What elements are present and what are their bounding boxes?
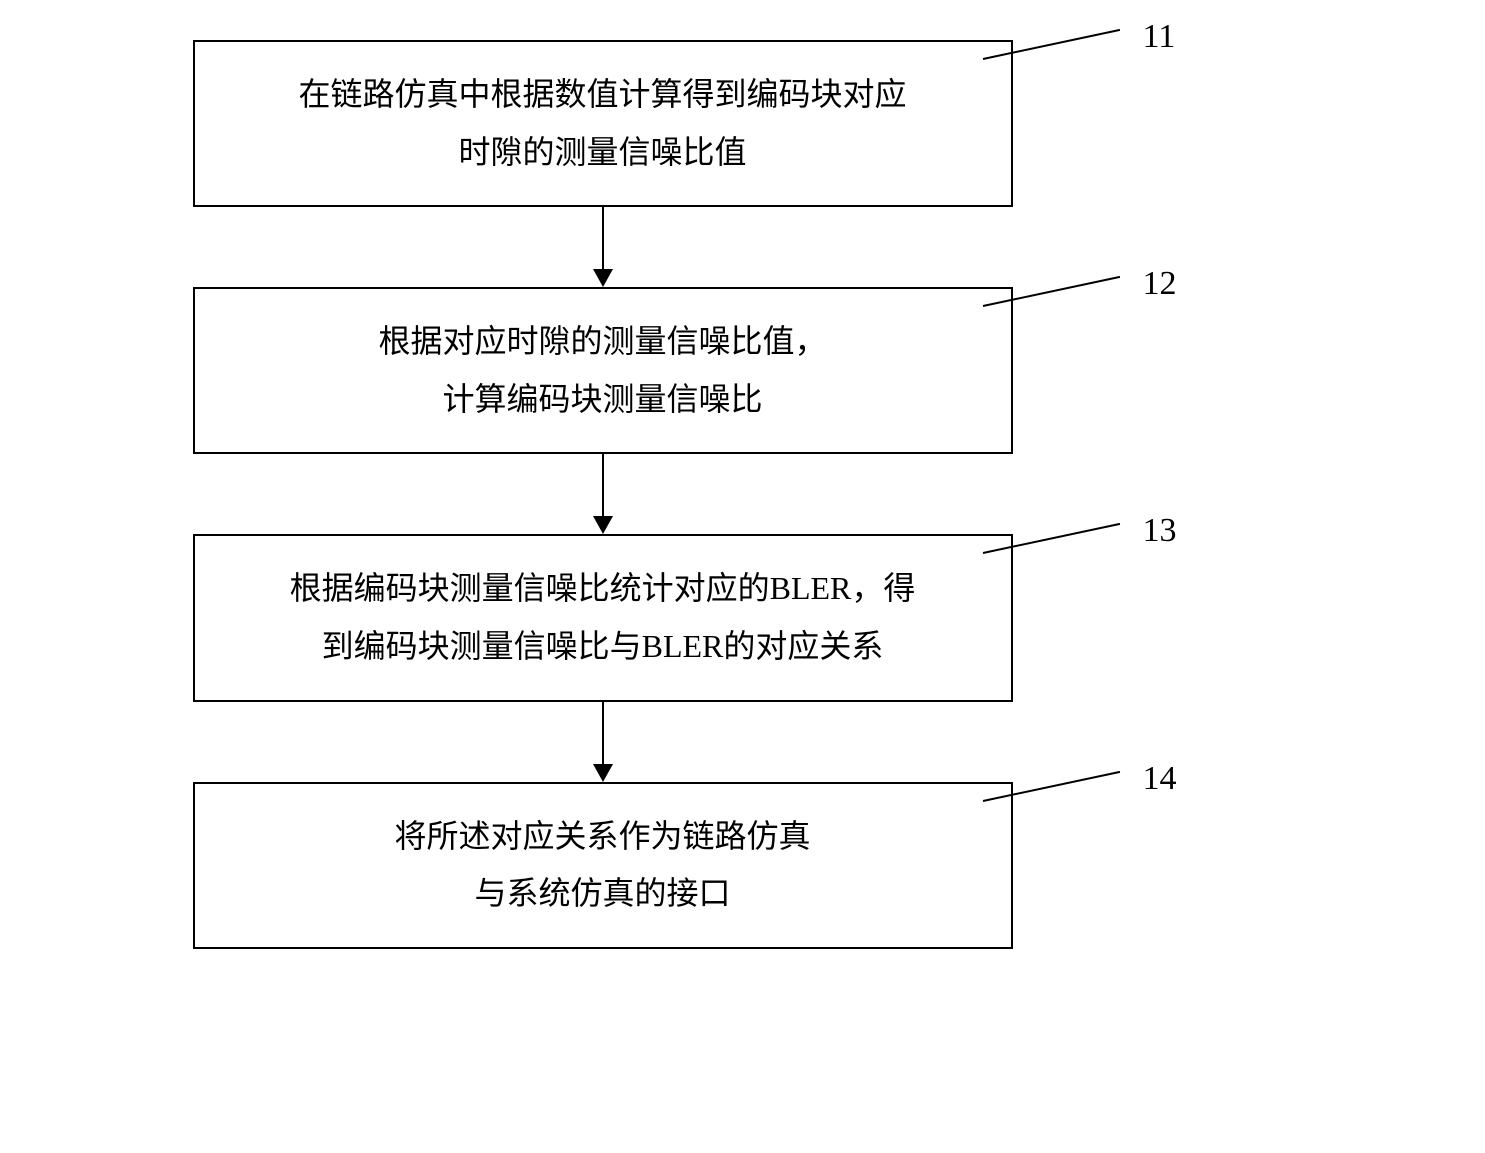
node-label-12: 12 xyxy=(1143,265,1177,303)
flowchart-node-13: 根据编码块测量信噪比统计对应的BLER，得 到编码块测量信噪比与BLER的对应关… xyxy=(193,534,1013,701)
flowchart-arrow xyxy=(193,454,1013,534)
node-text-line: 计算编码块测量信噪比 xyxy=(235,371,971,429)
node-text-line: 时隙的测量信噪比值 xyxy=(235,124,971,182)
node-text-line: 将所述对应关系作为链路仿真 xyxy=(235,808,971,866)
node-label-14: 14 xyxy=(1143,760,1177,798)
arrow-head-icon xyxy=(593,269,613,287)
node-text-line: 与系统仿真的接口 xyxy=(235,865,971,923)
flowchart-row: 根据编码块测量信噪比统计对应的BLER，得 到编码块测量信噪比与BLER的对应关… xyxy=(193,534,1293,701)
flowchart-node-11: 在链路仿真中根据数值计算得到编码块对应 时隙的测量信噪比值 xyxy=(193,40,1013,207)
node-text-line: 到编码块测量信噪比与BLER的对应关系 xyxy=(235,618,971,676)
node-text-line: 在链路仿真中根据数值计算得到编码块对应 xyxy=(235,66,971,124)
flowchart-node-12: 根据对应时隙的测量信噪比值， 计算编码块测量信噪比 xyxy=(193,287,1013,454)
arrow-line xyxy=(602,207,604,272)
flowchart-arrow xyxy=(193,207,1013,287)
arrow-head-icon xyxy=(593,516,613,534)
flowchart-row: 根据对应时隙的测量信噪比值， 计算编码块测量信噪比 12 xyxy=(193,287,1293,454)
node-text-line: 根据编码块测量信噪比统计对应的BLER，得 xyxy=(235,560,971,618)
node-label-11: 11 xyxy=(1143,18,1176,56)
flowchart-row: 在链路仿真中根据数值计算得到编码块对应 时隙的测量信噪比值 11 xyxy=(193,40,1293,207)
arrow-line xyxy=(602,702,604,767)
arrow-head-icon xyxy=(593,764,613,782)
flowchart-row: 将所述对应关系作为链路仿真 与系统仿真的接口 14 xyxy=(193,782,1293,949)
flowchart-container: 在链路仿真中根据数值计算得到编码块对应 时隙的测量信噪比值 11 根据对应时隙的… xyxy=(193,40,1293,949)
arrow-line xyxy=(602,454,604,519)
node-label-13: 13 xyxy=(1143,512,1177,550)
node-text-line: 根据对应时隙的测量信噪比值， xyxy=(235,313,971,371)
flowchart-node-14: 将所述对应关系作为链路仿真 与系统仿真的接口 xyxy=(193,782,1013,949)
flowchart-arrow xyxy=(193,702,1013,782)
